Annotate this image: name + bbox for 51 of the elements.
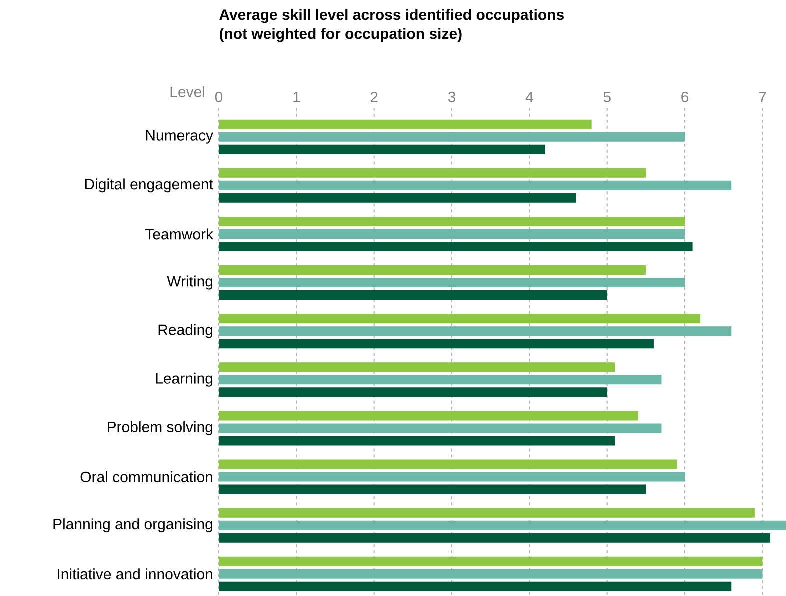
bar [219,460,678,470]
bar [219,339,654,349]
bar [219,278,686,288]
bar [219,508,755,518]
bar [219,520,786,530]
bar [219,229,686,239]
bar [219,266,646,276]
y-tick-label: Learning [156,372,213,387]
y-tick-label: Planning and organising [54,518,212,533]
bar [219,569,763,579]
x-tick-label: 1 [294,92,300,102]
bar [219,120,592,130]
x-tick-label: 3 [448,92,456,102]
x-tick-label: 6 [682,92,689,102]
y-tick-label: Teamwork [145,228,214,240]
y-tick-label: Problem solving [108,421,212,436]
chart-subtitle: (not weighted for occupation size) [220,28,462,42]
x-axis-title: Level [170,86,204,98]
bar [219,556,763,566]
x-tick-label: 5 [604,92,611,102]
bar [219,362,616,372]
bar [219,582,732,592]
bar [219,168,646,178]
bar [219,180,732,190]
bar [219,216,686,226]
bar [219,193,576,203]
x-tick-label: 0 [215,92,223,102]
bar [219,484,646,494]
y-tick-label: Numeracy [146,130,214,144]
bar [219,242,693,252]
bar [219,533,770,543]
bar [219,375,662,385]
bar [219,472,686,482]
y-tick-label: Digital engagement [85,178,214,193]
y-tick-label: Oral communication [80,472,212,483]
bar [219,326,732,336]
x-tick-label: 7 [759,92,766,102]
bar [219,388,608,398]
y-tick-label: Reading [158,324,213,338]
chart-title: Average skill level across identified occupations [220,9,564,24]
bar [219,411,638,421]
x-tick-label: 4 [526,92,534,102]
bar [219,436,616,446]
bar [219,132,686,142]
bar [219,314,701,324]
y-tick-label: Initiative and innovation [58,568,212,580]
bar [219,290,608,300]
bar [219,424,662,434]
y-tick-label: Writing [167,276,213,290]
x-tick-label: 2 [370,92,378,102]
bar [219,144,546,154]
